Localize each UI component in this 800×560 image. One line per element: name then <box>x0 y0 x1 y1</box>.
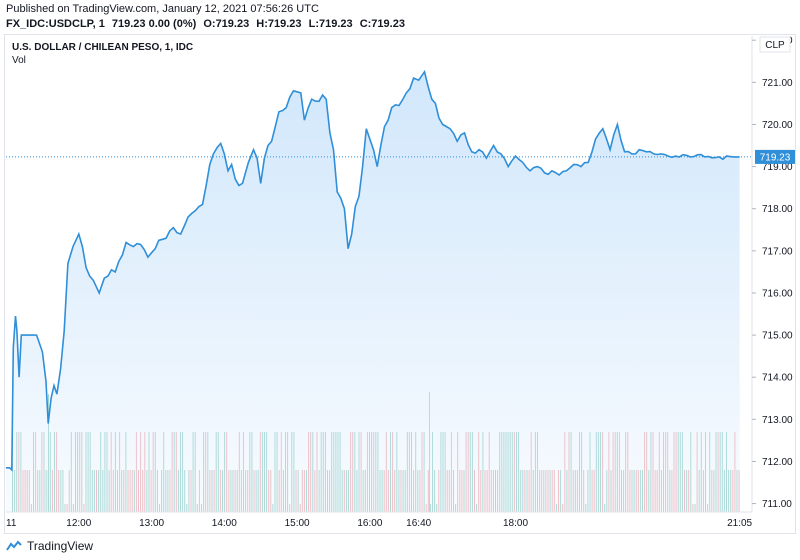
open-value: O:719.23 <box>203 18 250 30</box>
time-axis-label: 14:00 <box>212 518 237 529</box>
time-axis-label: 15:00 <box>285 518 310 529</box>
symbol-quote-bar: FX_IDC:USDCLP, 1 719.23 0.00 (0%) O:719.… <box>6 18 409 30</box>
chart-title: U.S. DOLLAR / CHILEAN PESO, 1, IDC <box>12 42 193 53</box>
time-axis: 11 12:00 13:00 14:00 15:00 16:00 16:40 18:00 21:… <box>6 518 753 529</box>
chart-frame <box>4 34 796 534</box>
low-value: L:719.23 <box>308 18 353 30</box>
time-axis-label: 18:00 <box>503 518 528 529</box>
price-axis-label: 712.00 <box>762 457 793 468</box>
symbol-name: FX_IDC:USDCLP, 1 <box>6 18 105 30</box>
time-axis-label: 11 <box>6 518 17 529</box>
currency-badge[interactable] <box>759 36 791 53</box>
price-axis-label: 718.00 <box>762 204 793 215</box>
tradingview-brand[interactable]: TradingView <box>6 539 93 553</box>
price-area-fill <box>6 71 740 513</box>
price-axis-label: 719.00 <box>762 162 793 173</box>
price-axis: 722.00721.00720.00719.00718.00717.00716.… <box>752 36 793 510</box>
time-axis-label: 13:00 <box>139 518 164 529</box>
last-price-tag <box>755 149 795 164</box>
published-caption: Published on TradingView.com, January 12… <box>6 3 319 15</box>
tradingview-logo-icon <box>6 540 22 551</box>
brand-name: TradingView <box>27 539 94 553</box>
time-axis-label: 21:05 <box>727 518 752 529</box>
time-axis-label: 16:40 <box>406 518 431 529</box>
price-axis-label: 721.00 <box>762 78 793 89</box>
time-axis-label: 12:00 <box>66 518 91 529</box>
time-axis-label: 16:00 <box>357 518 382 529</box>
price-axis-label: 711.00 <box>762 499 792 510</box>
price-axis-label: 713.00 <box>762 415 793 426</box>
close-value: C:719.23 <box>359 18 405 30</box>
price-axis-label: 720.00 <box>762 120 793 131</box>
price-axis-label: 717.00 <box>762 246 793 257</box>
currency-label: CLP <box>765 40 785 51</box>
price-axis-label: 715.00 <box>762 331 793 342</box>
price-axis-label: 714.00 <box>762 373 793 384</box>
last-change: 719.23 0.00 (0%) <box>111 18 197 30</box>
price-line <box>6 69 740 472</box>
volume-label: Vol <box>12 55 26 66</box>
last-price-value: 719.23 <box>760 152 791 163</box>
price-axis-label: 716.00 <box>762 288 793 299</box>
high-value: H:719.23 <box>256 18 302 30</box>
